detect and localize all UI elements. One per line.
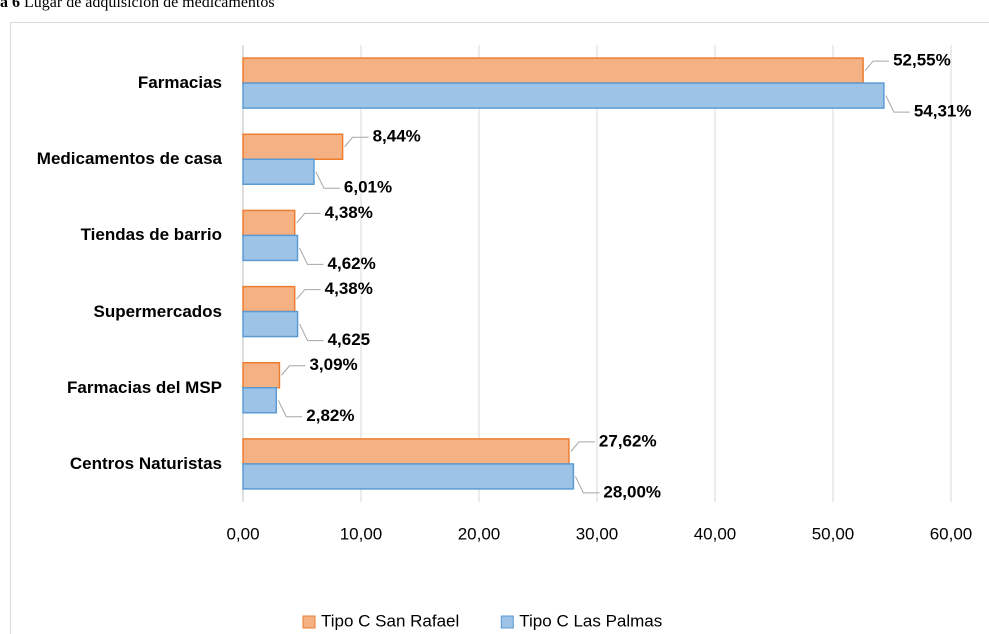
- y-tick-label: Farmacias del MSP: [67, 377, 222, 397]
- leader-line: [277, 400, 303, 418]
- title-text: Lugar de adquisición de medicamentos: [24, 0, 275, 11]
- x-tick-label: 40,00: [694, 524, 737, 543]
- bar: [242, 463, 575, 490]
- leader-line: [574, 476, 600, 494]
- data-label: 4,38%: [325, 203, 373, 222]
- leader-line: [344, 136, 369, 148]
- leader-line: [281, 365, 306, 376]
- y-tick-label: Farmacias: [137, 73, 222, 93]
- data-label: 4,38%: [325, 279, 373, 298]
- x-tick-label: 50,00: [812, 524, 855, 543]
- legend-swatch: [302, 615, 316, 629]
- bar: [242, 285, 296, 313]
- chart-border: [10, 22, 989, 634]
- leader-line: [315, 171, 340, 189]
- bar: [242, 82, 885, 109]
- bar: [242, 234, 299, 262]
- leader-line: [864, 60, 890, 71]
- leader-line: [296, 289, 321, 300]
- y-tick-label: Tiendas de barrio: [80, 225, 222, 245]
- bar: [242, 209, 296, 237]
- bar: [242, 158, 315, 185]
- x-tick-label: 30,00: [576, 524, 619, 543]
- bar: [242, 310, 299, 338]
- title-label: a 6: [0, 0, 20, 11]
- data-label: 4,625: [328, 330, 371, 349]
- data-label: 8,44%: [373, 127, 421, 146]
- y-tick-label: Supermercados: [93, 301, 223, 321]
- data-label: 2,82%: [306, 406, 354, 425]
- bar: [242, 438, 570, 465]
- bar: [242, 362, 281, 389]
- x-tick-label: 20,00: [458, 524, 501, 543]
- y-tick-label: Centros Naturistas: [69, 453, 222, 473]
- data-label: 4,62%: [328, 254, 376, 273]
- data-label: 54,31%: [914, 102, 972, 121]
- leader-line: [885, 95, 910, 113]
- data-label: 28,00%: [603, 482, 661, 501]
- chart-title: a 6 Lugar de adquisición de medicamentos: [0, 0, 275, 11]
- x-tick-label: 10,00: [340, 524, 383, 543]
- bar: [242, 133, 344, 160]
- leader-line: [570, 441, 595, 452]
- data-label: 6,01%: [344, 178, 392, 197]
- data-label: 3,09%: [309, 355, 357, 374]
- legend-label: Tipo C San Rafael: [321, 611, 459, 630]
- leader-line: [299, 323, 324, 342]
- legend-swatch: [500, 615, 514, 629]
- leader-line: [296, 212, 321, 224]
- data-label: 52,55%: [893, 51, 951, 70]
- leader-line: [299, 247, 324, 265]
- x-tick-label: 60,00: [930, 524, 973, 543]
- legend-label: Tipo C Las Palmas: [519, 611, 662, 630]
- bar: [242, 57, 864, 84]
- x-tick-label: 0,00: [226, 524, 259, 543]
- data-label: 27,62%: [599, 431, 657, 450]
- bar: [242, 387, 278, 414]
- y-tick-label: Medicamentos de casa: [36, 149, 222, 169]
